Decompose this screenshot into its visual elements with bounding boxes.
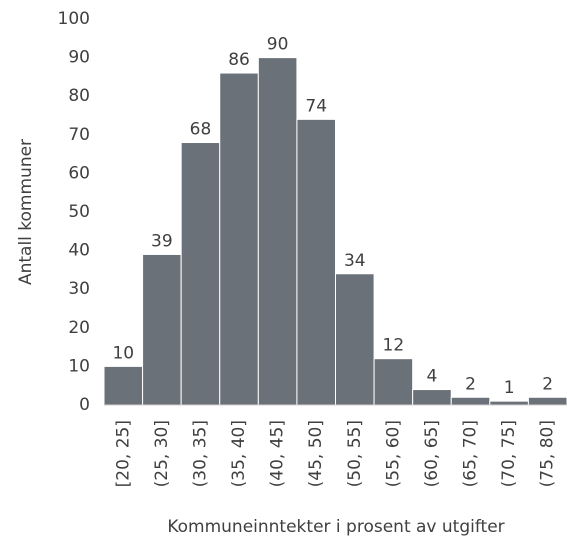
x-tick-label: (65, 70] [461,420,481,487]
y-tick-label: 30 [68,279,90,299]
data-label: 86 [228,50,250,70]
bar [257,57,298,406]
x-tick-label: [20, 25] [113,420,133,487]
bar [142,253,182,406]
data-label: 2 [542,374,553,394]
x-tick-label: (45, 50] [306,420,326,487]
bar [412,389,452,406]
bar [180,142,221,406]
data-label: 12 [383,336,405,356]
data-label: 68 [190,120,212,140]
bar [527,396,567,406]
data-label: 74 [305,96,327,116]
data-label: 34 [344,251,366,271]
y-tick-label: 50 [68,202,90,222]
bar [373,358,414,406]
y-tick-label: 20 [68,318,90,338]
x-tick-label: (70, 75] [499,420,519,487]
x-tick-label: (30, 35] [190,420,210,487]
y-tick-label: 0 [79,395,90,415]
y-tick-label: 60 [68,163,90,183]
bar [296,118,336,406]
y-tick-label: 70 [68,125,90,145]
data-label: 90 [267,35,289,55]
x-tick-label: (55, 60] [383,420,403,487]
x-tick-label: (35, 40] [229,420,249,487]
y-tick-label: 40 [68,241,90,261]
x-tick-label: (75, 80] [538,420,558,487]
data-label: 10 [112,343,134,363]
data-label: 1 [504,378,515,398]
y-tick-label: 80 [68,86,90,106]
y-tick-label: 100 [58,9,90,29]
bar [103,365,144,406]
x-axis-label: Kommuneinntekter i prosent av utgifter [167,517,504,537]
x-tick-label: (40, 45] [268,420,288,487]
x-tick-label: (25, 30] [152,420,172,487]
bar [335,273,375,406]
y-tick-label: 90 [68,48,90,68]
bar [450,396,491,406]
bar [489,400,529,406]
x-tick-label: (50, 55] [345,420,365,487]
x-tick-label: (60, 65] [422,420,442,487]
data-label: 4 [427,367,438,387]
data-label: 39 [151,231,173,251]
data-label: 2 [465,374,476,394]
bar [219,72,259,406]
y-axis-label: Antall kommuner [16,139,36,285]
y-tick-label: 10 [68,356,90,376]
